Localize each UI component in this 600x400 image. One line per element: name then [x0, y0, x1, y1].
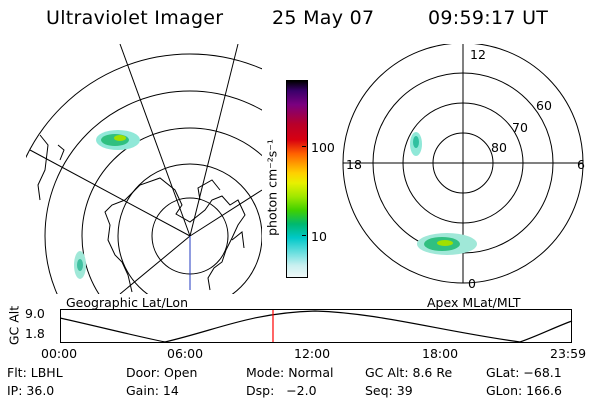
colorbar-tick-100: 100	[311, 140, 335, 155]
dsp-info: Dsp: −2.0	[246, 383, 317, 398]
altitude-tick-low: 1.8	[25, 326, 45, 341]
filter-info: Flt: LBHL	[7, 365, 63, 380]
aurora-blob	[410, 132, 477, 255]
mode-info: Mode: Normal	[246, 365, 334, 380]
date-label: 25 May 07	[272, 7, 375, 29]
time-tick-2359: 23:59	[550, 346, 587, 361]
mlat-label-60: 60	[536, 98, 552, 113]
door-info: Door: Open	[126, 365, 198, 380]
ip-info: IP: 36.0	[7, 383, 55, 398]
polar-plot	[342, 44, 584, 284]
time-tick-0600: 06:00	[167, 346, 204, 361]
right-map-caption: Apex MLat/MLT	[427, 295, 521, 310]
altitude-axis-label: GC Alt	[6, 305, 22, 346]
gain-info: Gain: 14	[126, 383, 179, 398]
mlt-label-12: 12	[470, 47, 486, 62]
gc-alt-info: GC Alt: 8.6 Re	[365, 365, 453, 380]
left-map-caption: Geographic Lat/Lon	[66, 295, 188, 310]
colorbar-unit-label: photon cm⁻²s⁻¹	[264, 139, 280, 236]
mlt-label-6: 6	[577, 157, 585, 172]
glon-info: GLon: 166.6	[486, 383, 562, 398]
mlt-label-18: 18	[346, 157, 362, 172]
mlat-label-80: 80	[491, 140, 507, 155]
seq-info: Seq: 39	[365, 383, 413, 398]
time-tick-0000: 00:00	[41, 346, 78, 361]
altitude-plot	[60, 309, 573, 343]
time-tick-1800: 18:00	[422, 346, 459, 361]
glat-info: GLat: −68.1	[486, 365, 562, 380]
colorbar-tick-10: 10	[311, 229, 327, 244]
color-scale-bar	[286, 80, 308, 278]
time-label: 09:59:17 UT	[428, 7, 549, 29]
aurora-blob	[74, 130, 140, 279]
altitude-tick-high: 9.0	[25, 306, 45, 321]
mlt-label-0: 0	[468, 276, 476, 291]
geographic-map	[26, 44, 262, 294]
instrument-title: Ultraviolet Imager	[46, 7, 224, 29]
time-tick-1200: 12:00	[294, 346, 331, 361]
mlat-label-70: 70	[512, 120, 528, 135]
